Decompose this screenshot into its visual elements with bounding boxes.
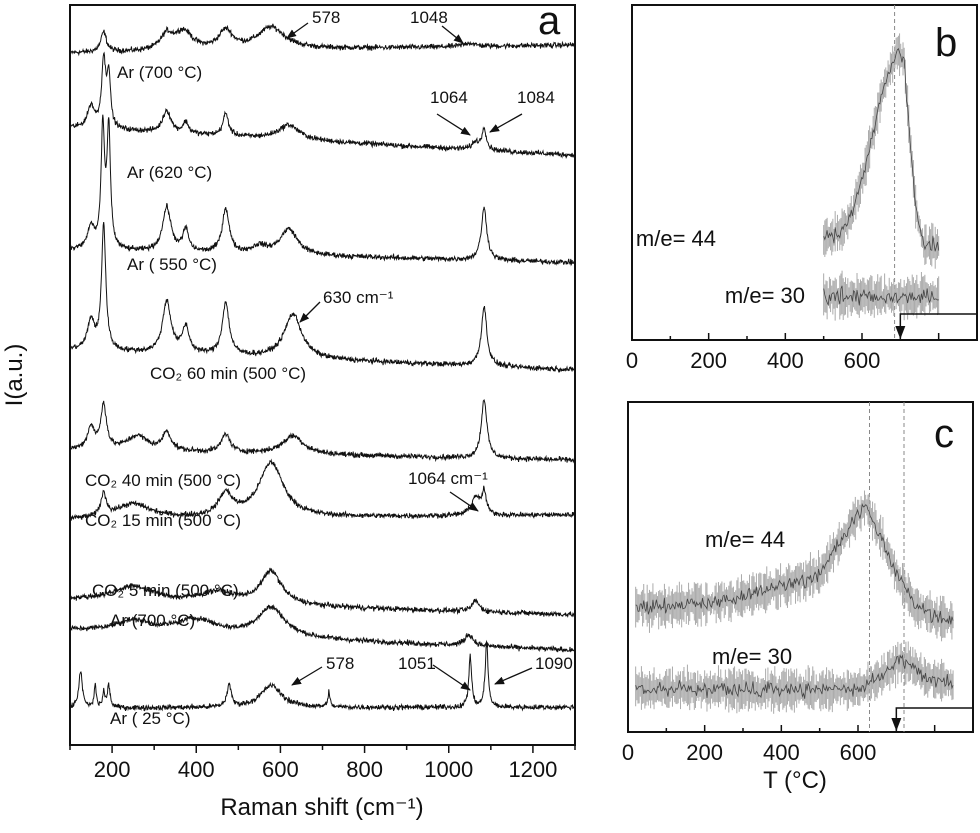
- spectrum-line-8: [69, 604, 576, 653]
- x-tick-label: 200: [690, 348, 727, 373]
- ms-signal-line: [823, 47, 940, 252]
- x-tick-label: 1200: [508, 757, 557, 782]
- series-label-m-e-30: m/e= 30: [712, 644, 792, 669]
- x-tick-label: 800: [346, 757, 383, 782]
- peak-annotation: 1090: [535, 654, 573, 673]
- ms-series-1: [635, 490, 954, 642]
- annotation-arrow: [432, 664, 471, 691]
- x-axis-title-temperature: T (°C): [763, 767, 827, 794]
- peak-annotation: 578: [326, 654, 354, 673]
- spectrum-line-9: [69, 639, 576, 712]
- y-axis-title: I(a.u.): [1, 344, 28, 407]
- panel-b-ms: 0 200 400 600 m/e= 44 m/e= 30 b: [626, 4, 978, 373]
- x-tick-label: 600: [262, 757, 299, 782]
- panel-letter-a: a: [538, 0, 561, 43]
- peak-annotation: 1051: [398, 654, 436, 673]
- spectrum-label-4: CO₂ 60 min (500 °C): [150, 364, 306, 383]
- spectrum-label-7: CO₂ 5 min (500 °C): [92, 581, 239, 600]
- spectrum-line-4: [69, 222, 576, 374]
- x-tick-label: 600: [840, 740, 877, 765]
- ms-signal-line: [635, 654, 954, 699]
- x-tick-label: 1000: [424, 757, 473, 782]
- panel-c-ms: 0 200 400 600 m/e= 44 m/e= 30 c T (°C): [622, 401, 974, 794]
- panel-frame: [627, 401, 974, 733]
- series-label-m-e-30: m/e= 30: [725, 283, 805, 308]
- spectrum-label-3: Ar ( 550 °C): [127, 255, 217, 274]
- spectrum-line-5: [69, 399, 576, 464]
- spectrum-line-6: [69, 458, 576, 521]
- annotation-arrow: [489, 113, 523, 133]
- x-axis-title: Raman shift (cm⁻¹): [220, 794, 423, 821]
- annotation-arrow: [436, 113, 471, 136]
- peak-annotation: 1048: [410, 8, 448, 27]
- spectrum-label-5: CO₂ 40 min (500 °C): [85, 471, 241, 490]
- x-tick-label: 400: [178, 757, 215, 782]
- x-tick-label: 400: [763, 740, 800, 765]
- spectrum-label-8: Ar (700 °C): [110, 611, 195, 630]
- arrow-down-icon: [891, 718, 902, 731]
- annotation-arrow: [441, 25, 464, 44]
- panel-letter-c: c: [934, 412, 954, 456]
- series-label-m-e-44: m/e= 44: [636, 226, 716, 251]
- x-tick-label: 200: [94, 757, 131, 782]
- ms-series-2: [823, 270, 940, 321]
- annotation-arrow: [494, 667, 533, 685]
- ms-series-2: [635, 641, 954, 714]
- ms-series-1: [823, 33, 940, 269]
- spectrum-line-7: [69, 567, 576, 619]
- annotation-arrow: [449, 491, 479, 512]
- ms-signal-line: [823, 285, 939, 307]
- panel-a-raman: 200 400 600 800 1000 1200 Raman shift (cm⁻¹) I(…: [1, 0, 576, 821]
- annotation-arrow: [286, 22, 309, 39]
- spectrum-label-2: Ar (620 °C): [127, 163, 212, 182]
- panel-letter-b: b: [935, 21, 957, 65]
- peak-annotation: 1064 cm⁻¹: [408, 469, 488, 488]
- x-tick-label: 0: [622, 740, 634, 765]
- x-tick-label: 400: [767, 348, 804, 373]
- spectrum-label-6: CO₂ 15 min (500 °C): [85, 511, 241, 530]
- spectrum-label-9: Ar ( 25 °C): [110, 709, 190, 728]
- series-label-m-e-44: m/e= 44: [705, 527, 785, 552]
- arrow-down-icon: [895, 326, 906, 339]
- spectrum-line-2: [69, 51, 576, 160]
- annotation-arrow: [291, 666, 323, 686]
- spectrum-line-1: [69, 23, 576, 57]
- spectrum-line-3: [69, 114, 576, 267]
- panel-a-frame: [69, 4, 576, 746]
- peak-annotation: 1084: [517, 88, 555, 107]
- x-tick-label: 200: [686, 740, 723, 765]
- peak-annotation: 578: [312, 8, 340, 27]
- peak-annotation: 630 cm⁻¹: [323, 288, 394, 307]
- peak-annotation: 1064: [430, 88, 468, 107]
- panel-frame: [631, 4, 978, 341]
- spectrum-label-1: Ar (700 °C): [117, 63, 202, 82]
- x-tick-label: 600: [844, 348, 881, 373]
- ms-signal-line: [635, 502, 954, 625]
- x-tick-label: 0: [626, 348, 638, 373]
- annotation-arrow: [299, 301, 321, 323]
